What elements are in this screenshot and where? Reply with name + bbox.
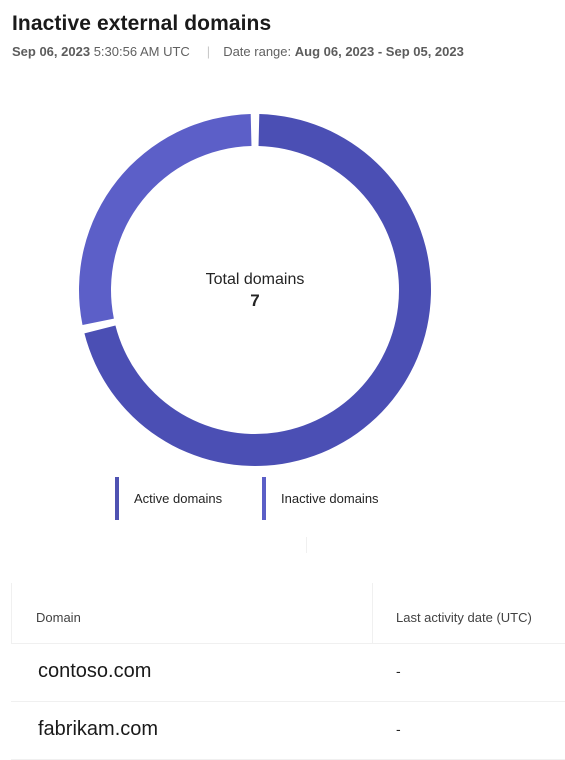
legend-swatch-active bbox=[115, 477, 119, 520]
domains-donut-chart bbox=[79, 114, 432, 467]
snapshot-date: Sep 06, 2023 bbox=[12, 44, 91, 59]
column-header-last-activity[interactable]: Last activity date (UTC) bbox=[396, 610, 532, 625]
table-header: Domain Last activity date (UTC) bbox=[11, 583, 565, 644]
table-row[interactable]: contoso.com - bbox=[11, 644, 565, 702]
last-activity-cell: - bbox=[396, 721, 401, 737]
last-activity-cell: - bbox=[396, 663, 401, 679]
donut-center-value: 7 bbox=[250, 291, 260, 310]
domains-table: Domain Last activity date (UTC) contoso.… bbox=[11, 583, 565, 760]
donut-slice-active[interactable] bbox=[79, 114, 252, 325]
meta-separator: | bbox=[206, 44, 211, 59]
domain-cell: fabrikam.com bbox=[38, 718, 159, 740]
legend-label-active: Active domains bbox=[134, 491, 223, 506]
report-meta: Sep 06, 2023 5:30:56 AM UTC | Date range: … bbox=[12, 44, 464, 59]
column-divider bbox=[372, 583, 373, 643]
domain-cell: contoso.com bbox=[38, 660, 152, 682]
donut-center-label: Total domains bbox=[205, 271, 305, 288]
table-row[interactable]: fabrikam.com - bbox=[11, 702, 565, 760]
legend-label-inactive: Inactive domains bbox=[281, 491, 379, 506]
column-header-domain[interactable]: Domain bbox=[36, 610, 81, 625]
legend-swatch-inactive bbox=[262, 477, 266, 520]
snapshot-time: 5:30:56 AM UTC bbox=[93, 44, 190, 59]
date-range-value: Aug 06, 2023 - Sep 05, 2023 bbox=[294, 44, 464, 59]
column-divider bbox=[11, 583, 12, 643]
divider bbox=[306, 537, 307, 553]
date-range-label: Date range: bbox=[223, 44, 292, 59]
page-title: Inactive external domains bbox=[12, 12, 272, 35]
